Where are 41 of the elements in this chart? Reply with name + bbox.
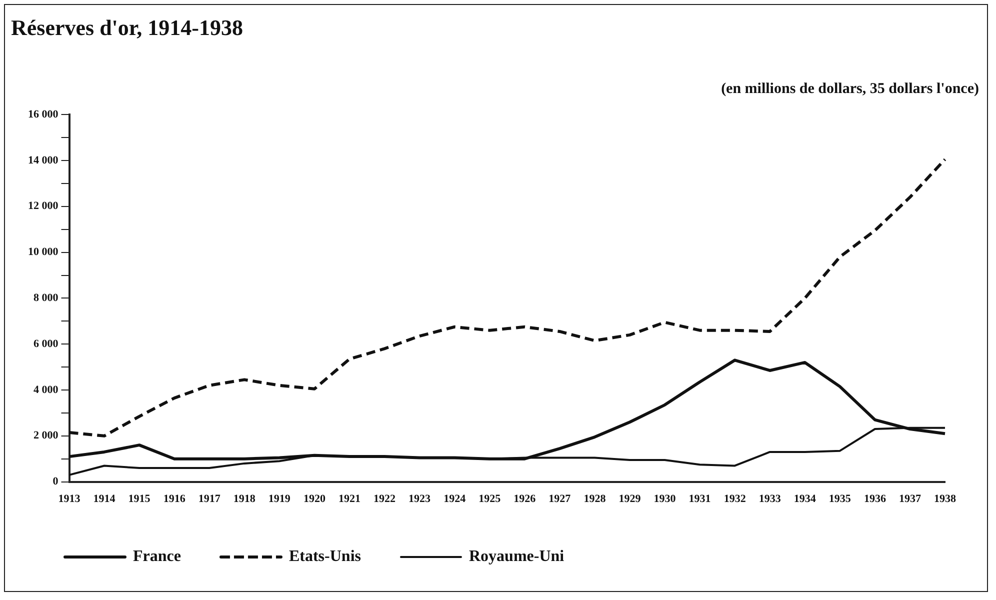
x-tick-label: 1938 bbox=[934, 493, 956, 506]
x-tick-label: 1914 bbox=[93, 493, 116, 506]
x-tick-label: 1915 bbox=[128, 493, 151, 506]
y-tick-label: 8 000 bbox=[34, 292, 59, 304]
x-tick-label: 1927 bbox=[548, 493, 572, 506]
y-tick-label: 0 bbox=[52, 476, 59, 488]
legend-label: France bbox=[133, 548, 181, 566]
x-tick-label: 1919 bbox=[268, 493, 291, 506]
chart-subtitle: (en millions de dollars, 35 dollars l'once) bbox=[721, 81, 979, 98]
x-tick-label: 1932 bbox=[724, 493, 746, 506]
x-tick-label: 1918 bbox=[233, 493, 256, 506]
x-tick-label: 1913 bbox=[58, 493, 81, 506]
x-tick-label: 1921 bbox=[338, 493, 360, 506]
x-tick-label: 1924 bbox=[444, 493, 466, 506]
x-tick-label: 1925 bbox=[478, 493, 502, 506]
x-tick-label: 1937 bbox=[898, 493, 922, 506]
x-tick-label: 1934 bbox=[794, 493, 816, 506]
x-tick-label: 1923 bbox=[408, 493, 432, 506]
y-tick-label: 6 000 bbox=[34, 338, 59, 350]
legend-label: Etats-Unis bbox=[288, 548, 361, 566]
legend-label: Royaume-Uni bbox=[468, 548, 565, 566]
x-tick-label: 1936 bbox=[864, 493, 886, 506]
x-tick-label: 1926 bbox=[514, 493, 536, 506]
y-tick-label: 14 000 bbox=[28, 154, 59, 166]
x-tick-label: 1922 bbox=[374, 493, 396, 506]
y-tick-label: 10 000 bbox=[28, 246, 59, 258]
x-tick-label: 1917 bbox=[198, 493, 221, 506]
y-tick-label: 2 000 bbox=[34, 430, 59, 442]
x-tick-label: 1929 bbox=[618, 493, 642, 506]
y-tick-label: 16 000 bbox=[28, 108, 59, 120]
line-series bbox=[68, 158, 946, 438]
x-tick-label: 1931 bbox=[688, 493, 711, 506]
chart-title: Réserves d'or, 1914-1938 bbox=[11, 15, 243, 41]
x-tick-label: 1930 bbox=[654, 493, 676, 506]
x-tick-label: 1933 bbox=[758, 493, 782, 506]
x-tick-label: 1935 bbox=[828, 493, 852, 506]
x-tick-label: 1916 bbox=[163, 493, 186, 506]
x-tick-label: 1920 bbox=[303, 493, 326, 506]
x-tick-label: 1928 bbox=[584, 493, 606, 506]
y-tick-label: 12 000 bbox=[28, 200, 59, 212]
y-tick-label: 4 000 bbox=[34, 384, 59, 396]
